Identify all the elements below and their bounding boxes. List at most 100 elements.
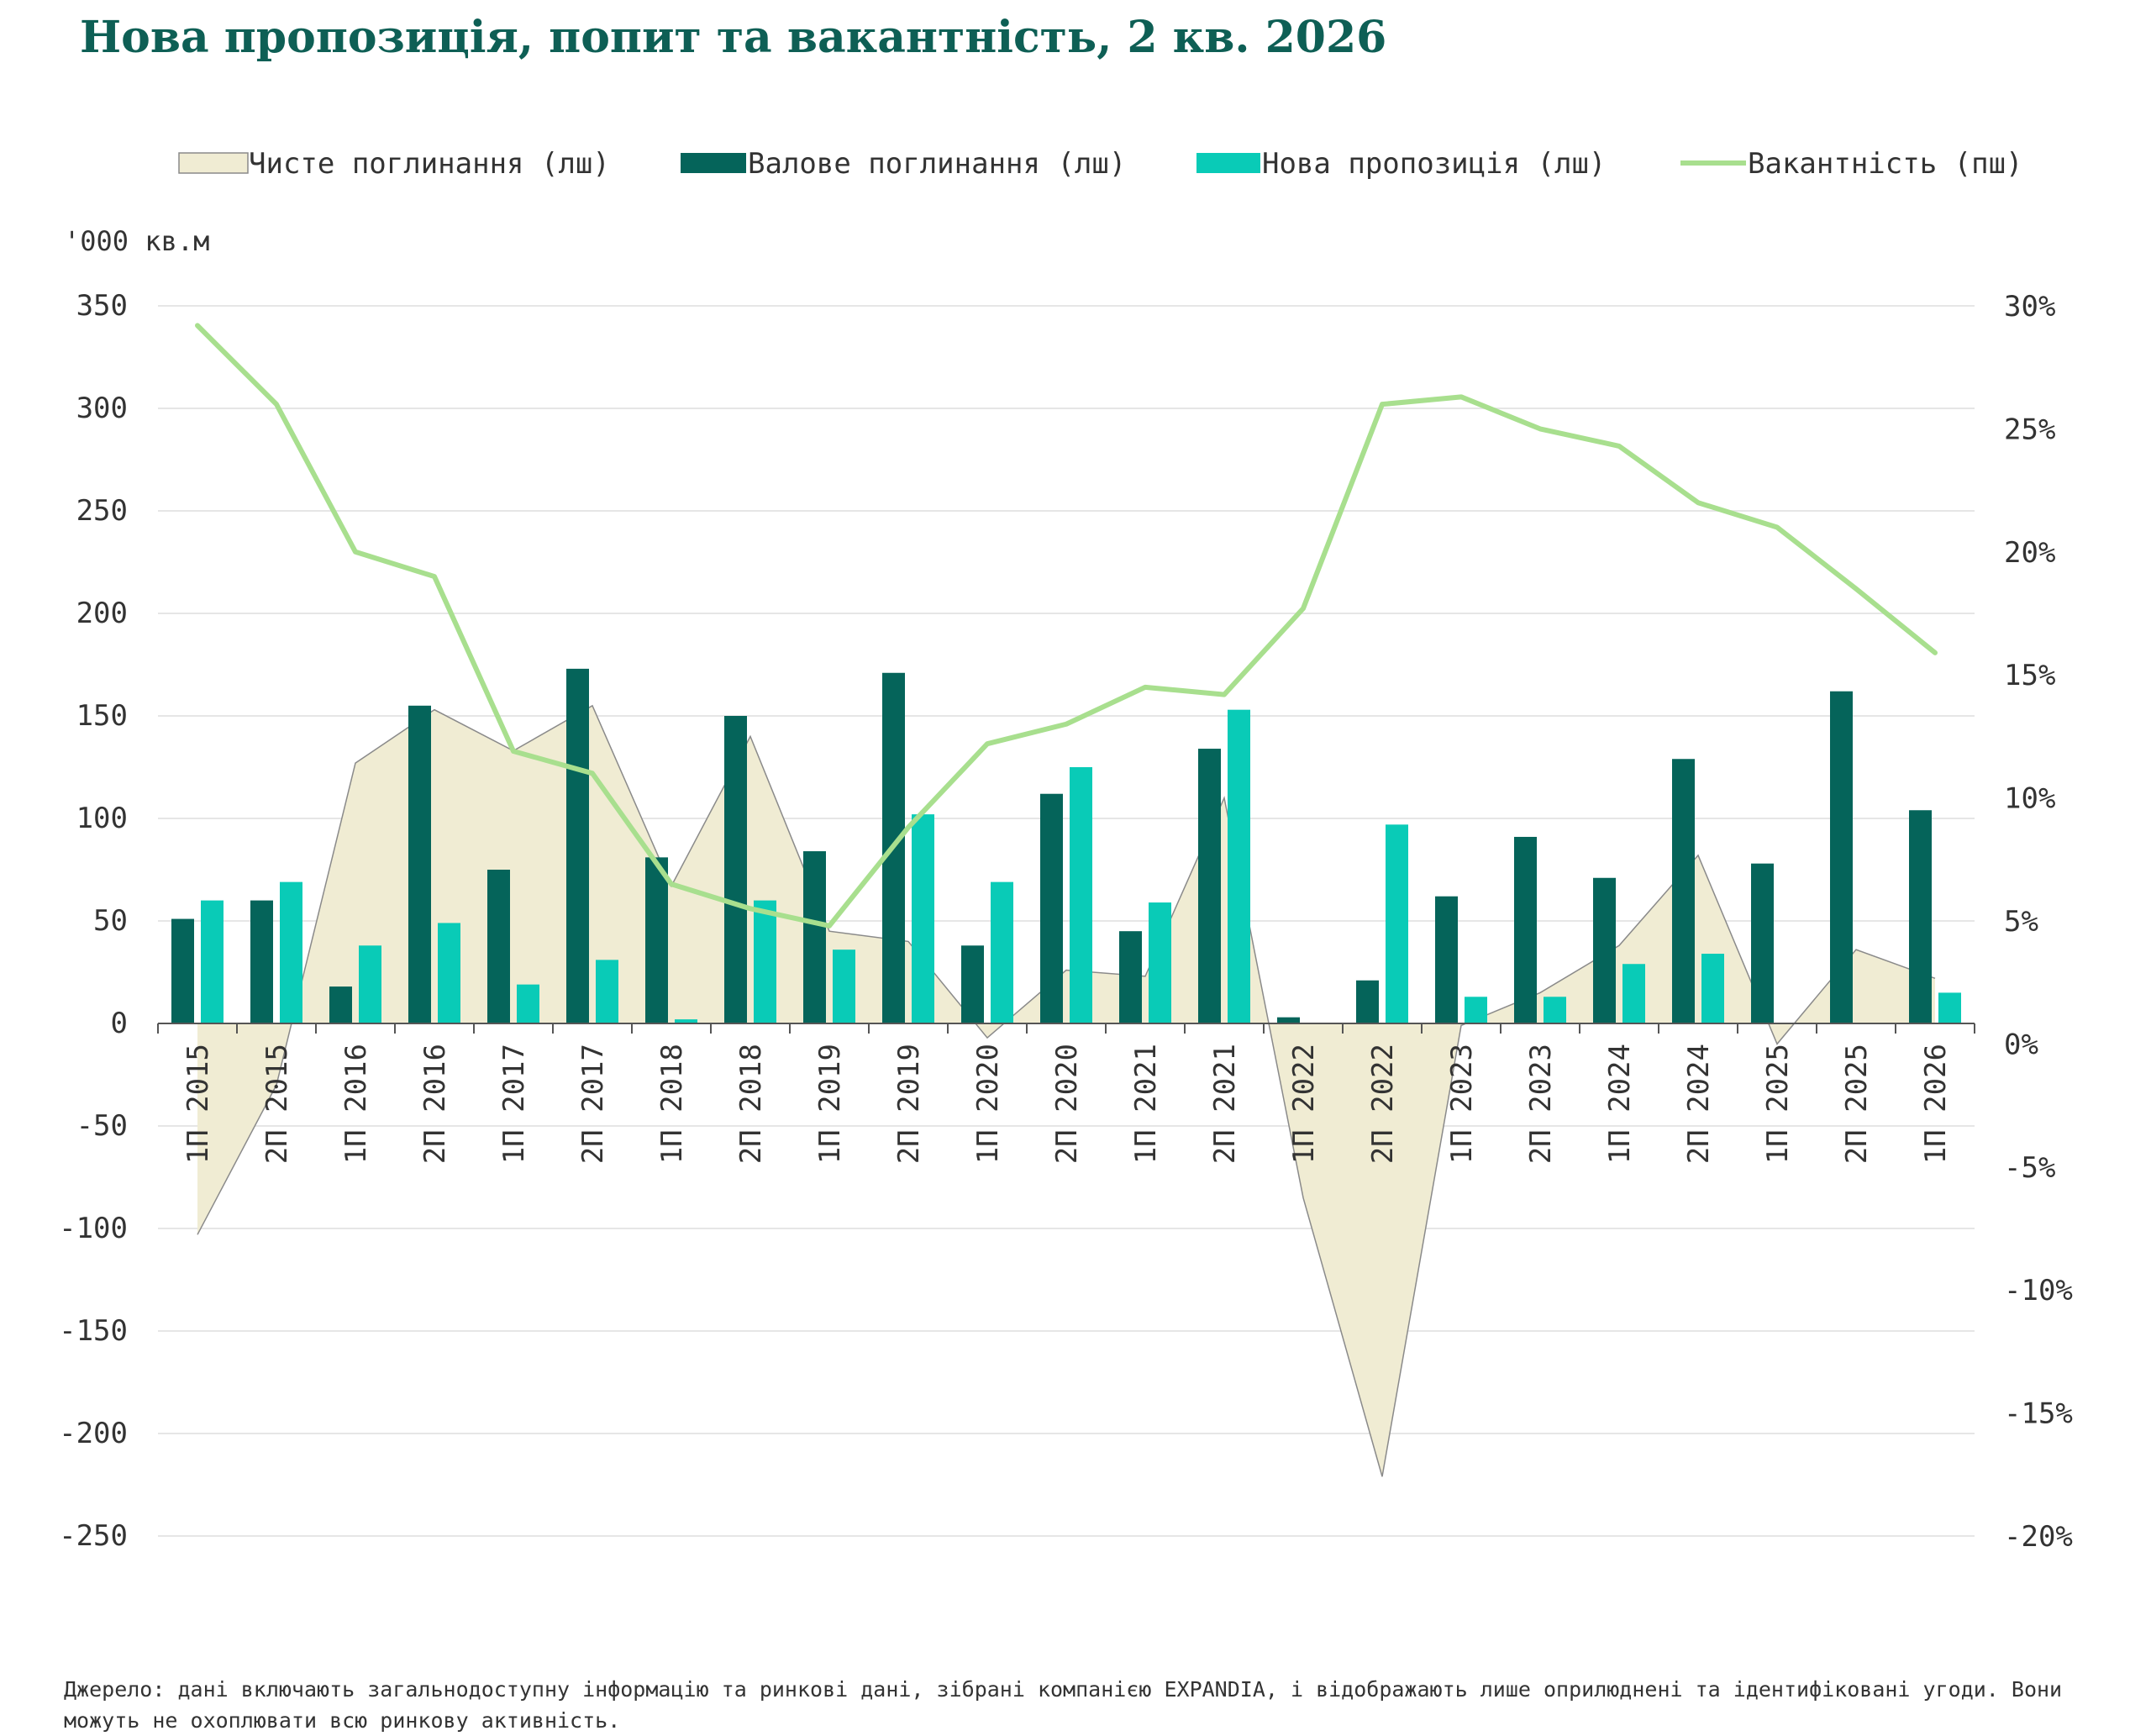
- left-tick-label: 200: [76, 597, 128, 630]
- category-label: 2П 2020: [1050, 1044, 1084, 1164]
- category-label: 2П 2018: [734, 1044, 768, 1164]
- left-tick-label: 250: [76, 494, 128, 528]
- left-tick-label: 150: [76, 699, 128, 733]
- category-label: 2П 2019: [892, 1044, 926, 1164]
- category-label: 1П 2023: [1445, 1044, 1479, 1164]
- gross-absorption-bar: [1040, 793, 1063, 1023]
- legend-label-gross-absorption: Валове поглинання (лш): [748, 147, 1126, 181]
- gross-absorption-bar: [1593, 877, 1616, 1023]
- category-label: 2П 2015: [260, 1044, 294, 1164]
- new-supply-bar: [359, 945, 381, 1023]
- legend-swatch-gross-absorption: [681, 153, 746, 173]
- new-supply-bar: [596, 960, 618, 1023]
- gross-absorption-bar: [724, 716, 747, 1023]
- legend-label-new-supply: Нова пропозиція (лш): [1262, 147, 1606, 181]
- gross-absorption-bar: [961, 945, 984, 1023]
- left-tick-label: -150: [59, 1314, 128, 1348]
- gross-absorption-bar: [329, 986, 352, 1023]
- category-label: 1П 2026: [1919, 1044, 1953, 1164]
- left-tick-label: -250: [59, 1519, 128, 1553]
- new-supply-bar: [1149, 902, 1171, 1023]
- category-label: 1П 2022: [1287, 1044, 1321, 1164]
- left-tick-label: 0: [111, 1007, 128, 1040]
- gross-absorption-bar: [487, 870, 510, 1023]
- legend-label-vacancy: Вакантність (пш): [1748, 147, 2023, 181]
- bars: [171, 668, 1961, 1023]
- left-tick-label: 50: [93, 904, 128, 938]
- new-supply-bar: [833, 950, 855, 1023]
- new-supply-bar: [1465, 997, 1487, 1023]
- category-label: 2П 2022: [1366, 1044, 1400, 1164]
- category-label: 1П 2024: [1603, 1044, 1637, 1164]
- gross-absorption-bar: [1356, 980, 1379, 1023]
- category-label: 2П 2021: [1208, 1044, 1242, 1164]
- category-label: 1П 2021: [1129, 1044, 1163, 1164]
- gross-absorption-bar: [171, 918, 194, 1023]
- right-tick-label: 30%: [2004, 290, 2055, 324]
- net-absorption-fill: [197, 705, 1935, 1477]
- new-supply-bar: [1070, 767, 1092, 1023]
- legend-label-net-absorption: Чисте поглинання (лш): [249, 147, 610, 181]
- right-tick-label: 10%: [2004, 782, 2055, 816]
- new-supply-bar: [1228, 709, 1250, 1023]
- category-label: 1П 2017: [497, 1044, 531, 1164]
- category-label: 1П 2019: [813, 1044, 847, 1164]
- gross-absorption-bar: [1514, 836, 1537, 1023]
- vacancy-line: [195, 323, 1938, 928]
- left-tick-label: -100: [59, 1212, 128, 1245]
- right-tick-label: -10%: [2004, 1274, 2073, 1307]
- new-supply-bar: [754, 900, 776, 1023]
- legend-swatch-net-absorption: [178, 152, 249, 174]
- gross-absorption-bar: [1277, 1017, 1300, 1023]
- category-label: 2П 2024: [1682, 1044, 1716, 1164]
- gross-absorption-bar: [1198, 749, 1221, 1023]
- category-label: 1П 2025: [1761, 1044, 1795, 1164]
- left-tick-label: 350: [76, 289, 128, 323]
- new-supply-bar: [280, 881, 302, 1023]
- gross-absorption-bar: [803, 851, 826, 1023]
- left-axis-unit-label: '000 кв.м: [64, 225, 209, 257]
- new-supply-bar: [912, 814, 934, 1023]
- new-supply-bar: [517, 984, 539, 1023]
- category-label: 1П 2015: [181, 1044, 215, 1164]
- new-supply-bar: [438, 923, 460, 1023]
- gross-absorption-bar: [1119, 931, 1142, 1023]
- gross-absorption-bar: [645, 857, 668, 1023]
- net-absorption-outline: [197, 704, 1936, 1477]
- new-supply-bar: [1386, 824, 1408, 1023]
- category-label: 2П 2023: [1524, 1044, 1558, 1164]
- right-tick-label: -20%: [2004, 1520, 2073, 1554]
- x-axis: 1П 2015 2П 2015 1П 2016 2П 2016 1П 2017 2П 20…: [157, 1023, 1975, 1164]
- right-tick-label: -15%: [2004, 1397, 2073, 1431]
- gross-absorption-bar: [1435, 896, 1458, 1023]
- new-supply-bar: [1938, 992, 1961, 1023]
- gross-absorption-bar: [1751, 863, 1774, 1023]
- category-label: 2П 2025: [1840, 1044, 1874, 1164]
- category-label: 1П 2020: [971, 1044, 1005, 1164]
- left-axis: 350 300 250 200 150 100 50 0 -50 -100 -150 -200 -250: [59, 289, 128, 1553]
- left-tick-label: 100: [76, 802, 128, 835]
- vacancy-line-path: [195, 323, 1938, 928]
- gross-absorption-bar: [250, 900, 273, 1023]
- new-supply-bar: [201, 900, 224, 1023]
- category-label: 1П 2016: [339, 1044, 373, 1164]
- gross-absorption-bar: [1909, 810, 1932, 1023]
- legend: Чисте поглинання (лш) Валове поглинання (…: [178, 147, 2023, 181]
- gross-absorption-bar: [1672, 759, 1695, 1023]
- left-tick-label: -50: [76, 1109, 128, 1143]
- left-tick-label: -200: [59, 1417, 128, 1450]
- left-tick-label: 300: [76, 392, 128, 425]
- new-supply-bar: [1622, 964, 1645, 1023]
- net-absorption-area: [197, 704, 1936, 1477]
- right-axis: 30% 25% 20% 15% 10% 5% 0% -5% -10% -15% -20%: [2004, 290, 2073, 1554]
- right-tick-label: 5%: [2004, 905, 2038, 939]
- right-tick-label: 15%: [2004, 659, 2055, 692]
- gross-absorption-bar: [1830, 691, 1853, 1023]
- legend-swatch-new-supply: [1196, 153, 1260, 173]
- new-supply-bar: [1544, 997, 1566, 1023]
- right-tick-label: 20%: [2004, 536, 2055, 570]
- chart-title: Нова пропозиція, попит та вакантність, 2…: [80, 12, 1387, 63]
- right-tick-label: -5%: [2004, 1151, 2055, 1185]
- right-tick-label: 25%: [2004, 413, 2055, 446]
